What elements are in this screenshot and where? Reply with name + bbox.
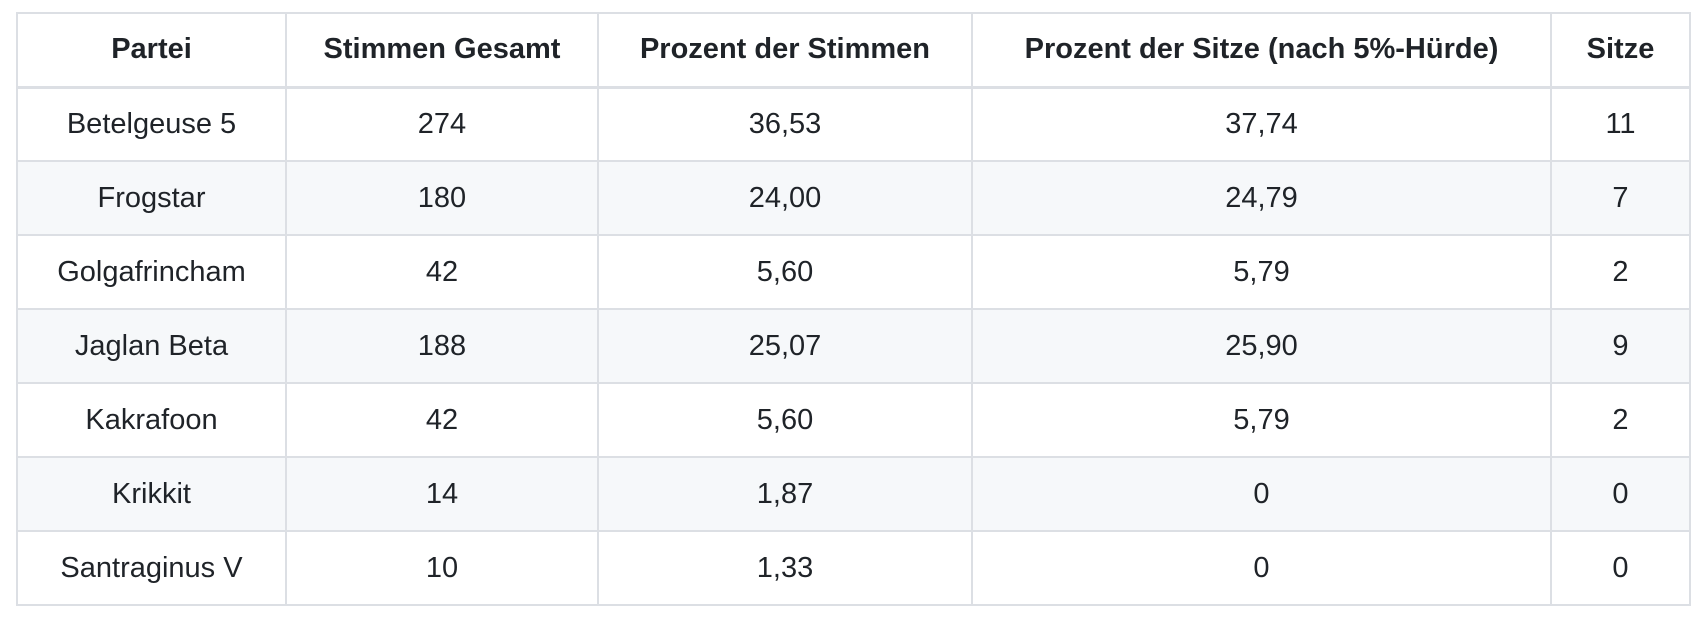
- cell-prozent-sitze: 0: [971, 530, 1552, 606]
- cell-prozent-sitze: 25,90: [971, 308, 1552, 384]
- table-body: Betelgeuse 5 274 36,53 37,74 11 Frogstar…: [16, 86, 1691, 606]
- cell-prozent-stimmen: 1,87: [597, 456, 973, 532]
- cell-prozent-sitze: 0: [971, 456, 1552, 532]
- cell-partei: Frogstar: [16, 160, 287, 236]
- cell-prozent-stimmen: 36,53: [597, 86, 973, 162]
- cell-sitze: 0: [1550, 530, 1691, 606]
- table-row: Krikkit 14 1,87 0 0: [16, 456, 1691, 532]
- cell-stimmen-gesamt: 274: [285, 86, 599, 162]
- cell-partei: Krikkit: [16, 456, 287, 532]
- header-row: Partei Stimmen Gesamt Prozent der Stimme…: [16, 12, 1691, 89]
- cell-partei: Santraginus V: [16, 530, 287, 606]
- cell-stimmen-gesamt: 42: [285, 234, 599, 310]
- cell-sitze: 7: [1550, 160, 1691, 236]
- table-row: Frogstar 180 24,00 24,79 7: [16, 160, 1691, 236]
- cell-stimmen-gesamt: 180: [285, 160, 599, 236]
- cell-partei: Betelgeuse 5: [16, 86, 287, 162]
- table-row: Golgafrincham 42 5,60 5,79 2: [16, 234, 1691, 310]
- table-header: Partei Stimmen Gesamt Prozent der Stimme…: [16, 12, 1691, 89]
- cell-stimmen-gesamt: 42: [285, 382, 599, 458]
- cell-prozent-sitze: 5,79: [971, 234, 1552, 310]
- cell-prozent-stimmen: 24,00: [597, 160, 973, 236]
- cell-stimmen-gesamt: 188: [285, 308, 599, 384]
- cell-prozent-stimmen: 5,60: [597, 234, 973, 310]
- cell-stimmen-gesamt: 10: [285, 530, 599, 606]
- cell-stimmen-gesamt: 14: [285, 456, 599, 532]
- table-row: Kakrafoon 42 5,60 5,79 2: [16, 382, 1691, 458]
- cell-prozent-sitze: 37,74: [971, 86, 1552, 162]
- column-header-sitze: Sitze: [1550, 12, 1691, 89]
- cell-prozent-stimmen: 1,33: [597, 530, 973, 606]
- cell-partei: Jaglan Beta: [16, 308, 287, 384]
- cell-sitze: 2: [1550, 382, 1691, 458]
- column-header-prozent-stimmen: Prozent der Stimmen: [597, 12, 973, 89]
- cell-partei: Golgafrincham: [16, 234, 287, 310]
- cell-prozent-stimmen: 25,07: [597, 308, 973, 384]
- cell-partei: Kakrafoon: [16, 382, 287, 458]
- table-row: Betelgeuse 5 274 36,53 37,74 11: [16, 86, 1691, 162]
- column-header-stimmen-gesamt: Stimmen Gesamt: [285, 12, 599, 89]
- cell-sitze: 9: [1550, 308, 1691, 384]
- cell-sitze: 0: [1550, 456, 1691, 532]
- cell-prozent-sitze: 24,79: [971, 160, 1552, 236]
- column-header-partei: Partei: [16, 12, 287, 89]
- cell-sitze: 11: [1550, 86, 1691, 162]
- column-header-prozent-sitze: Prozent der Sitze (nach 5%-Hürde): [971, 12, 1552, 89]
- cell-prozent-sitze: 5,79: [971, 382, 1552, 458]
- cell-prozent-stimmen: 5,60: [597, 382, 973, 458]
- cell-sitze: 2: [1550, 234, 1691, 310]
- table-row: Jaglan Beta 188 25,07 25,90 9: [16, 308, 1691, 384]
- election-results-table: Partei Stimmen Gesamt Prozent der Stimme…: [16, 12, 1691, 606]
- table-row: Santraginus V 10 1,33 0 0: [16, 530, 1691, 606]
